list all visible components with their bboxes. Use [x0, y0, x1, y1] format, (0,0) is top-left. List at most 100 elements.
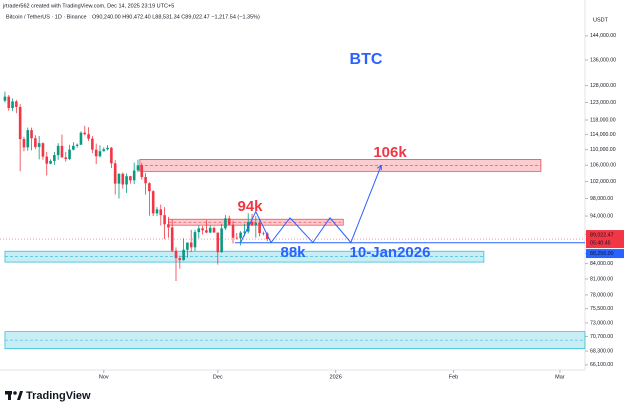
y-tick-label: 144,000.00 — [590, 33, 616, 39]
candle-body — [26, 130, 30, 148]
candle-body — [3, 96, 7, 101]
candle-body — [75, 144, 79, 146]
candle-body — [37, 143, 41, 147]
candle-body — [189, 242, 193, 248]
candle-body — [159, 209, 163, 216]
x-tick-label: Mar — [555, 374, 565, 380]
x-tick-label: 2026 — [330, 374, 342, 380]
candle-body — [94, 149, 98, 157]
annotation: 106k — [373, 144, 407, 161]
annotation: 10-Jan2026 — [350, 244, 431, 261]
y-tick-label: 84,000.00 — [590, 261, 613, 267]
candle-body — [224, 218, 227, 229]
candle-body — [87, 134, 90, 139]
y-tick-label: 68,300.00 — [590, 348, 613, 354]
y-tick-label: 123,000.00 — [590, 100, 616, 106]
candle-body — [148, 183, 151, 192]
x-tick-label: Nov — [99, 374, 109, 380]
candle-body — [49, 160, 52, 164]
x-tick-label: Dec — [213, 374, 223, 380]
candle-body — [144, 177, 147, 184]
y-tick-label: 110,000.00 — [590, 147, 616, 153]
candle-body — [201, 228, 204, 231]
annotation: BTC — [350, 51, 383, 68]
candle-body — [182, 249, 185, 261]
candle-body — [22, 139, 26, 148]
y-tick-label: 94,000.00 — [590, 213, 613, 219]
countdown: 05:40:45 — [590, 240, 611, 246]
candle-body — [265, 233, 269, 240]
y-tick-label: 136,000.00 — [590, 57, 616, 63]
candle-body — [193, 232, 197, 248]
candle-body — [178, 258, 182, 261]
x-tick-label: Feb — [449, 374, 458, 380]
candle-body — [174, 250, 178, 259]
candle-body — [254, 222, 258, 226]
ohlc: O90,240.00 H90,472.40 L88,531.34 C89,022… — [92, 14, 260, 20]
candle-body — [258, 222, 261, 234]
annotation: 94k — [237, 198, 263, 215]
candle-body — [72, 145, 75, 150]
candle-body — [227, 218, 231, 225]
y-tick-label: 66,100.00 — [590, 362, 613, 368]
candle-body — [113, 163, 117, 184]
candle-body — [220, 228, 223, 253]
candle-body — [34, 138, 37, 147]
candle-body — [125, 176, 128, 185]
y-tick-label: 102,000.00 — [590, 179, 616, 185]
level-tag — [586, 249, 624, 259]
last-price-tag — [586, 230, 624, 249]
brand-logo — [5, 391, 23, 400]
y-tick-label: 114,000.00 — [590, 132, 616, 138]
candle-body — [117, 173, 121, 184]
candle-body — [208, 227, 212, 233]
y-tick-label: 75,500.00 — [590, 306, 613, 312]
candle-body — [262, 233, 265, 234]
projection-arrow — [376, 164, 382, 171]
annotation: 88k — [280, 244, 306, 261]
currency: USDT — [593, 17, 609, 23]
candle-body — [64, 157, 68, 159]
candle-body — [56, 145, 60, 156]
candle-body — [212, 227, 216, 233]
y-tick-label: 81,000.00 — [590, 276, 613, 282]
y-tick-label: 118,000.00 — [590, 117, 616, 123]
header: jrtrader562 created with TradingView.com… — [2, 3, 174, 9]
y-tick-label: 70,700.00 — [590, 334, 613, 340]
candle-body — [186, 242, 189, 250]
candle-body — [235, 237, 239, 239]
candle-body — [250, 221, 254, 226]
y-tick-label: 98,000.00 — [590, 196, 613, 202]
candle-body — [136, 165, 140, 171]
candle-body — [102, 149, 106, 152]
candle-body — [197, 228, 201, 233]
candle-body — [60, 145, 64, 158]
candle-body — [170, 227, 174, 251]
brand: TradingView — [26, 390, 91, 402]
candle-body — [155, 209, 159, 214]
symbol: Bitcoin / TetherUS · 1D · Binance — [6, 14, 87, 20]
candle-body — [110, 147, 113, 164]
candle-body — [30, 130, 33, 139]
candle-body — [79, 132, 83, 145]
candle-body — [7, 96, 11, 108]
y-tick-label: 73,000.00 — [590, 320, 613, 326]
candle-body — [243, 231, 246, 233]
candle-body — [129, 176, 132, 181]
y-tick-label: 106,000.00 — [590, 163, 616, 169]
projection-path — [240, 165, 382, 244]
candle-body — [121, 173, 125, 185]
candle-body — [205, 230, 208, 233]
candle-body — [53, 155, 56, 161]
candle-body — [231, 224, 235, 238]
candle-body — [239, 232, 242, 239]
y-tick-label: 128,000.00 — [590, 83, 616, 89]
level-label: 88,256.00 — [590, 251, 614, 257]
candle-body — [41, 143, 45, 157]
candle-body — [151, 191, 155, 214]
candle-body — [91, 138, 94, 150]
y-tick-label: 78,000.00 — [590, 292, 613, 298]
candle-body — [132, 170, 136, 181]
candle-body — [167, 224, 170, 228]
